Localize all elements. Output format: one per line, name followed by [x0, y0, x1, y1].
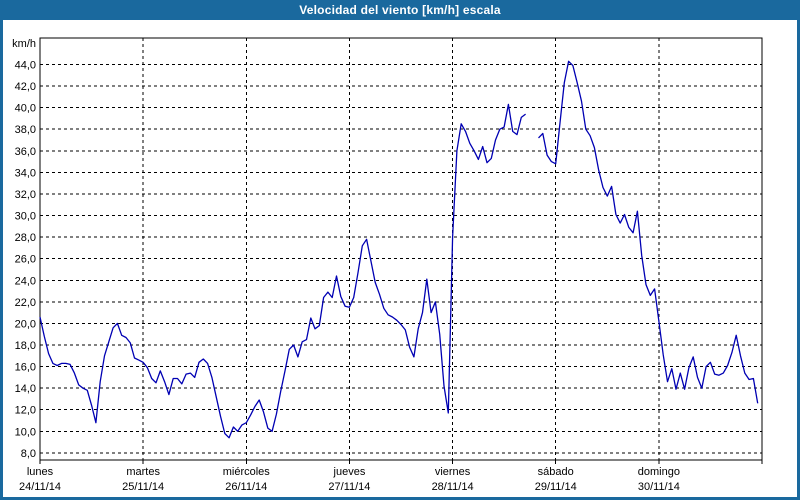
y-tick-label: 30,0 [15, 211, 36, 223]
y-tick-label: 42,0 [15, 81, 36, 93]
y-tick-label: 32,0 [15, 189, 36, 201]
x-tick-date-label: 28/11/14 [432, 481, 474, 493]
title-bar-background [0, 0, 800, 20]
y-tick-label: 36,0 [15, 146, 36, 158]
y-tick-label: 8,0 [21, 448, 36, 460]
y-tick-label: 38,0 [15, 124, 36, 136]
x-tick-date-label: 25/11/14 [122, 481, 164, 493]
y-tick-label: 10,0 [15, 426, 36, 438]
frame-border-bottom [0, 497, 800, 500]
x-tick-date-label: 30/11/14 [638, 481, 680, 493]
y-tick-label: 14,0 [15, 383, 36, 395]
x-tick-day-label: sábado [538, 466, 574, 478]
x-tick-day-label: jueves [333, 466, 366, 478]
x-tick-date-label: 29/11/14 [535, 481, 577, 493]
y-tick-label: 34,0 [15, 167, 36, 179]
y-tick-label: 16,0 [15, 362, 36, 374]
y-tick-label: 44,0 [15, 60, 36, 72]
plot-border [39, 37, 763, 461]
x-tick-date-label: 24/11/14 [19, 481, 61, 493]
y-tick-label: 40,0 [15, 103, 36, 115]
y-tick-label: 20,0 [15, 318, 36, 330]
y-tick-label: 18,0 [15, 340, 36, 352]
x-tick-day-label: lunes [27, 466, 54, 478]
wind-speed-line [39, 60, 759, 439]
x-tick-day-label: viernes [435, 466, 471, 478]
y-axis-unit-label: km/h [12, 38, 36, 50]
frame-border-left [0, 20, 3, 500]
x-tick-date-label: 26/11/14 [225, 481, 267, 493]
x-tick-day-label: domingo [638, 466, 680, 478]
x-tick-day-label: miércoles [223, 466, 271, 478]
y-tick-label: 24,0 [15, 275, 36, 287]
x-tick-date-label: 27/11/14 [328, 481, 370, 493]
y-tick-label: 26,0 [15, 254, 36, 266]
chart-title-bar: Velocidad del viento [km/h] escala [0, 0, 800, 20]
y-tick-label: 12,0 [15, 405, 36, 417]
y-tick-label: 22,0 [15, 297, 36, 309]
frame-border-right [797, 20, 800, 500]
y-tick-label: 28,0 [15, 232, 36, 244]
x-tick-day-label: martes [126, 466, 160, 478]
chart-title: Velocidad del viento [km/h] escala [299, 3, 501, 17]
